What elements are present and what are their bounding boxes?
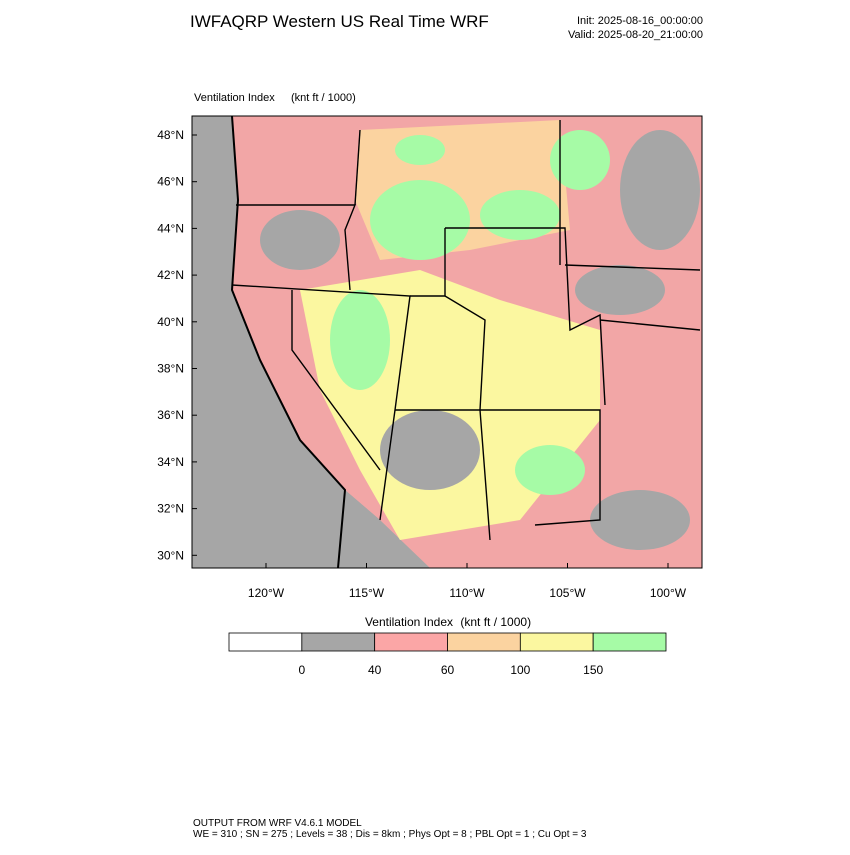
- map-frame: [191, 115, 703, 569]
- lon-label: 105°W: [549, 586, 586, 600]
- valid-time: Valid: 2025-08-20_21:00:00: [568, 29, 703, 41]
- colorbar-box: [592, 632, 667, 652]
- colorbar-label: 0: [298, 663, 305, 677]
- colorbar-label: 40: [368, 663, 382, 677]
- colorbar: Ventilation Index (knt ft / 1000) 0 40 60 1…: [228, 615, 667, 677]
- lat-label: 44°N: [157, 221, 184, 235]
- colorbar-label: 100: [510, 663, 530, 677]
- region-gray: [575, 265, 665, 315]
- lat-label: 32°N: [157, 502, 184, 516]
- footer-line: WE = 310 ; SN = 275 ; Levels = 38 ; Dis …: [193, 829, 587, 840]
- lon-label: 110°W: [449, 586, 485, 600]
- lon-label: 115°W: [349, 586, 385, 600]
- region-gray: [590, 490, 690, 550]
- lat-label: 40°N: [157, 315, 184, 329]
- state-borders: [231, 120, 701, 541]
- lat-label: 42°N: [157, 268, 184, 282]
- lon-label: 120°W: [248, 586, 285, 600]
- coast-land: [215, 116, 380, 520]
- lat-label: 36°N: [157, 408, 184, 422]
- region-green: [515, 445, 585, 495]
- footer-line: OUTPUT FROM WRF V4.6.1 MODEL: [193, 818, 362, 829]
- region-gray: [620, 130, 700, 250]
- colorbar-title: Ventilation Index (knt ft / 1000): [365, 615, 531, 629]
- lon-label: 100°W: [650, 586, 687, 600]
- colorbar-label: 60: [441, 663, 455, 677]
- map: [191, 115, 703, 569]
- colorbar-box: [374, 632, 448, 652]
- lat-label: 30°N: [157, 548, 184, 562]
- region-gray: [260, 210, 340, 270]
- colorbar-units: (knt ft / 1000): [460, 615, 531, 629]
- region-gray: [380, 410, 480, 490]
- field-name: Ventilation Index: [194, 92, 275, 104]
- colorbar-box: [447, 632, 521, 652]
- colorbar-box: [519, 632, 594, 652]
- coastline: [230, 116, 347, 568]
- lat-label: 34°N: [157, 455, 184, 469]
- lat-label: 46°N: [157, 175, 184, 189]
- region-green: [395, 135, 445, 165]
- colorbar-field: Ventilation Index: [365, 615, 453, 629]
- region-green: [480, 190, 560, 240]
- region-green: [550, 130, 610, 190]
- title: IWFAQRP Western US Real Time WRF: [190, 12, 489, 31]
- colorbar-label: 150: [583, 663, 603, 677]
- region-green: [370, 180, 470, 260]
- colorbar-box: [228, 632, 303, 652]
- lat-label: 48°N: [157, 128, 184, 142]
- region-green: [330, 290, 390, 390]
- colorbar-box: [301, 632, 376, 652]
- lat-label: 38°N: [157, 362, 184, 376]
- field-units: (knt ft / 1000): [291, 92, 356, 104]
- init-time: Init: 2025-08-16_00:00:00: [577, 15, 703, 27]
